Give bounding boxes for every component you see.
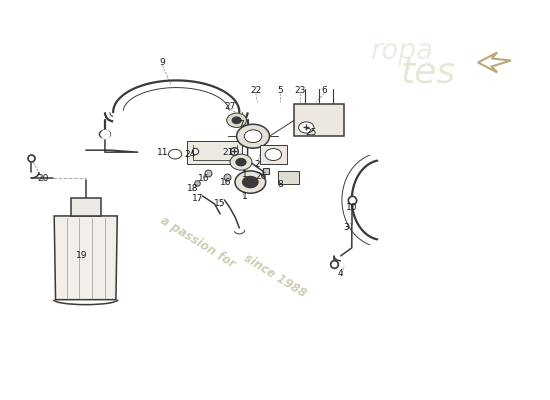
Bar [278, 171, 299, 184]
Bar [187, 141, 242, 164]
Text: a passion for: a passion for [158, 214, 238, 270]
Circle shape [168, 149, 182, 159]
Polygon shape [54, 216, 117, 300]
Circle shape [265, 148, 282, 160]
Text: 19: 19 [76, 251, 87, 260]
Text: 1: 1 [242, 192, 248, 200]
Text: 20: 20 [38, 174, 49, 182]
Text: 17: 17 [192, 194, 204, 202]
Circle shape [230, 154, 252, 170]
Text: 9: 9 [160, 58, 166, 67]
Text: 10: 10 [346, 204, 358, 212]
Circle shape [227, 113, 246, 128]
Text: 5: 5 [278, 86, 283, 95]
Text: 1: 1 [242, 170, 248, 178]
Text: since 1988: since 1988 [241, 252, 309, 300]
Circle shape [243, 176, 258, 188]
Text: 4: 4 [338, 269, 344, 278]
Text: 7: 7 [238, 120, 244, 129]
Text: 22: 22 [250, 86, 261, 95]
Bar [294, 104, 344, 136]
Text: 27: 27 [224, 102, 236, 111]
Circle shape [299, 122, 314, 133]
Bar [260, 145, 287, 164]
Text: ropa: ropa [370, 36, 433, 64]
Text: tes: tes [401, 56, 456, 90]
Text: 18: 18 [187, 184, 199, 192]
Text: 16: 16 [220, 178, 232, 186]
Text: 23: 23 [294, 86, 305, 95]
Circle shape [244, 130, 262, 143]
Text: 2: 2 [255, 160, 260, 169]
Text: 25: 25 [305, 128, 316, 137]
Text: 3: 3 [343, 224, 349, 232]
Bar [70, 198, 101, 216]
Circle shape [235, 171, 266, 193]
Circle shape [236, 124, 270, 148]
Text: 21: 21 [223, 148, 234, 157]
Circle shape [232, 117, 241, 124]
Circle shape [236, 158, 246, 166]
Text: 11: 11 [157, 148, 168, 157]
Text: 15: 15 [214, 200, 226, 208]
Text: 8: 8 [278, 180, 283, 188]
Text: 6: 6 [322, 86, 327, 95]
Text: 26: 26 [256, 172, 267, 180]
Text: 16: 16 [198, 174, 210, 182]
Text: 24: 24 [184, 150, 196, 159]
